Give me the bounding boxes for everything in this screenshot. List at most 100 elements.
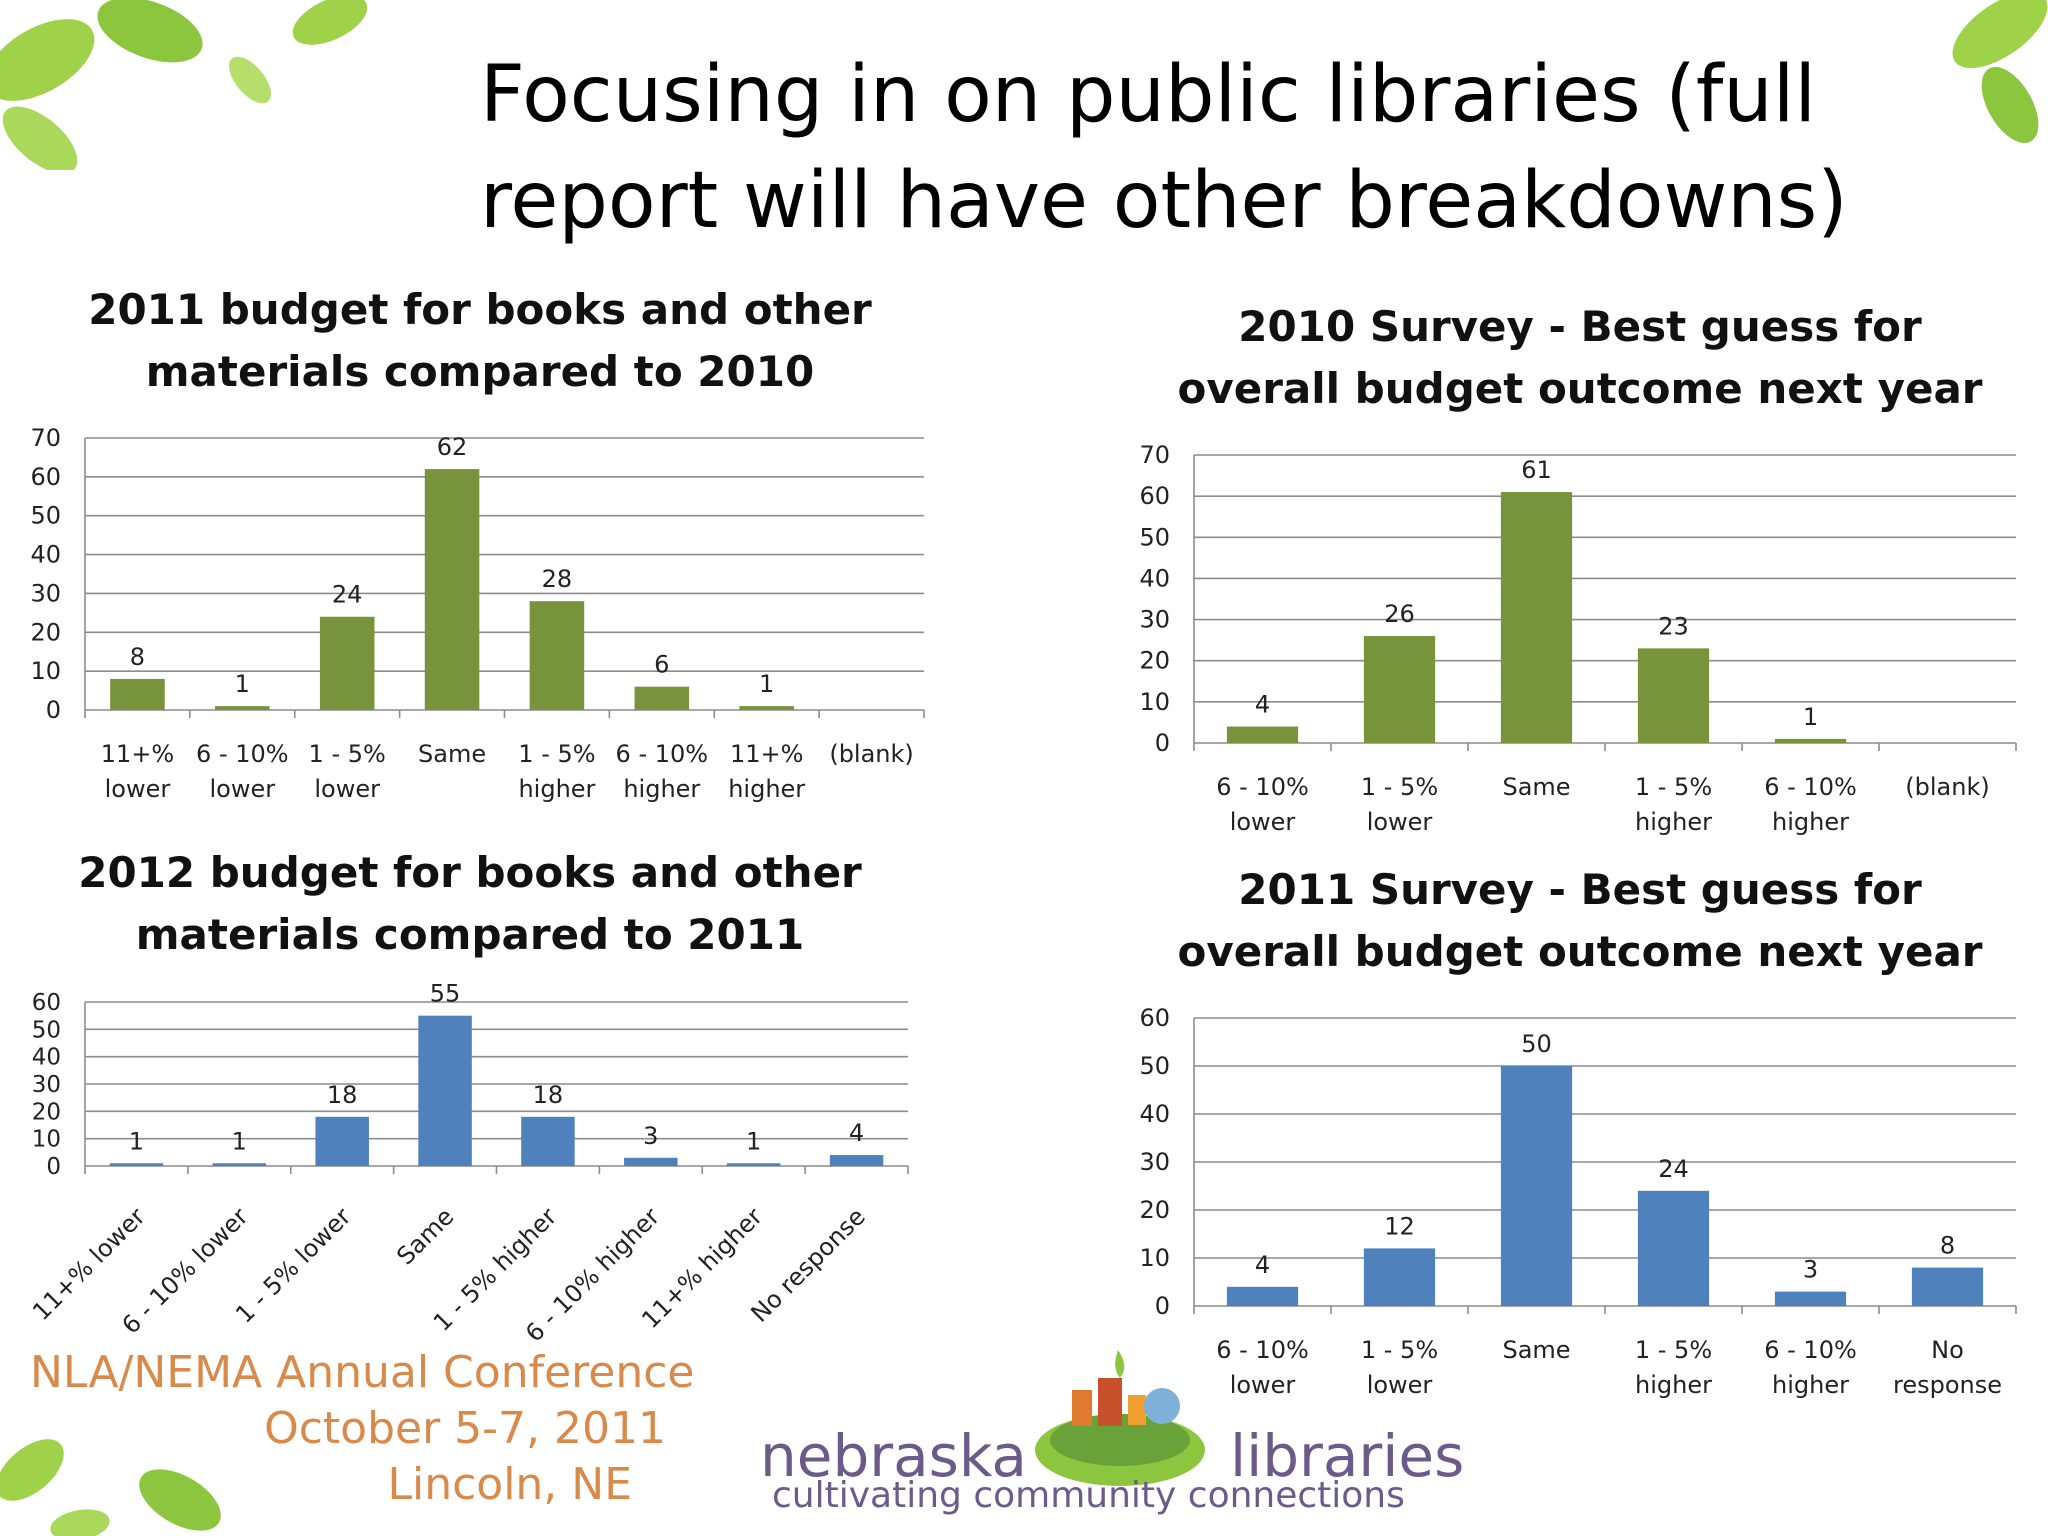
x-tick-label: 11+%	[730, 740, 803, 768]
x-tick-label: 6 - 10%	[1216, 1336, 1309, 1364]
y-tick-label: 70	[30, 424, 61, 452]
data-label: 24	[1658, 1155, 1689, 1183]
x-tick-label: 6 - 10%	[1764, 1336, 1857, 1364]
x-tick-label: 1 - 5%	[1635, 773, 1712, 801]
data-label: 55	[430, 980, 461, 1008]
x-tick-label: 6 - 10%	[1216, 773, 1309, 801]
y-tick-label: 20	[1139, 1196, 1170, 1224]
data-label: 1	[129, 1127, 144, 1155]
data-label: 18	[327, 1081, 358, 1109]
y-tick-label: 50	[1139, 523, 1170, 551]
nebraska-libraries-logo: nebraska libraries cultivating community…	[760, 1340, 1464, 1530]
chart-title-line-1: 2012 budget for books and other	[78, 848, 862, 897]
bar	[1226, 1286, 1299, 1306]
bar	[521, 1116, 575, 1166]
y-tick-label: 60	[1139, 482, 1170, 510]
x-tick-label: response	[1893, 1371, 2002, 1399]
x-tick-label: higher	[1635, 808, 1712, 836]
data-label: 62	[437, 433, 468, 461]
x-tick-label: lower	[1367, 808, 1433, 836]
y-tick-label: 30	[30, 579, 61, 607]
y-tick-label: 10	[1139, 1244, 1170, 1272]
y-tick-label: 40	[32, 1045, 61, 1071]
bar	[319, 616, 375, 710]
y-tick-label: 40	[1139, 564, 1170, 592]
slide-title-line-2: report will have other breakdowns)	[480, 156, 1848, 246]
bar	[1363, 636, 1436, 743]
chart-title-line-1: 2011 budget for books and other	[88, 285, 872, 334]
bar	[1226, 726, 1299, 743]
data-label: 26	[1384, 600, 1415, 628]
y-tick-label: 60	[1139, 1004, 1170, 1032]
data-label: 1	[746, 1127, 761, 1155]
y-tick-label: 10	[1139, 688, 1170, 716]
y-tick-label: 30	[1139, 1148, 1170, 1176]
chart-title-line-1: 2010 Survey - Best guess for	[1238, 302, 1922, 351]
bar	[829, 1155, 884, 1166]
y-tick-label: 60	[32, 990, 61, 1016]
bar	[215, 706, 270, 710]
x-tick-label: Same	[1502, 1336, 1570, 1364]
y-tick-label: 10	[32, 1127, 61, 1153]
y-tick-label: 0	[46, 696, 61, 724]
x-tick-label: 1 - 5%	[309, 740, 386, 768]
x-tick-label: higher	[1772, 1371, 1849, 1399]
y-tick-label: 30	[1139, 606, 1170, 634]
data-label: 23	[1658, 612, 1689, 640]
x-tick-label: (blank)	[1905, 773, 1989, 801]
chart-title-line-2: materials compared to 2011	[135, 910, 805, 959]
x-tick-label: lower	[105, 775, 171, 803]
x-tick-label: Same	[1502, 773, 1570, 801]
bar	[634, 686, 690, 710]
data-label: 24	[332, 581, 363, 609]
x-tick-label: higher	[518, 775, 595, 803]
bar	[109, 1163, 164, 1166]
globe-community-icon	[1035, 1350, 1205, 1486]
data-label: 3	[1803, 1256, 1818, 1284]
bar	[315, 1116, 369, 1166]
logo-tagline: cultivating community connections	[772, 1475, 1405, 1516]
data-label: 61	[1521, 456, 1552, 484]
bar	[110, 678, 165, 710]
bar	[1911, 1267, 1984, 1306]
y-tick-label: 0	[1155, 1292, 1170, 1320]
leaf-decoration-top-right-icon	[1952, 0, 2048, 143]
y-tick-label: 50	[1139, 1052, 1170, 1080]
data-label: 8	[1940, 1232, 1955, 1260]
bar	[1500, 492, 1573, 743]
x-tick-label: lower	[314, 775, 380, 803]
y-tick-label: 60	[30, 463, 61, 491]
x-tick-label: 6 - 10%	[616, 740, 709, 768]
y-tick-label: 70	[1139, 441, 1170, 469]
chart-title-line-2: overall budget outcome next year	[1177, 927, 1983, 976]
leaf-decoration-bottom-left-icon	[0, 1439, 221, 1536]
bar	[1500, 1066, 1573, 1306]
x-tick-label: No	[1931, 1336, 1964, 1364]
bar	[1637, 648, 1710, 743]
conference-info: NLA/NEMA Annual Conference October 5-7, …	[30, 1345, 695, 1513]
x-tick-label: higher	[1635, 1371, 1712, 1399]
y-tick-label: 20	[30, 618, 61, 646]
chart-title-2012-materials: 2012 budget for books and other material…	[50, 842, 890, 966]
chart-title-line-1: 2011 Survey - Best guess for	[1238, 865, 1922, 914]
bar	[624, 1157, 678, 1166]
data-label: 3	[643, 1122, 658, 1150]
bar	[1774, 1291, 1847, 1306]
data-label: 1	[232, 1127, 247, 1155]
data-label: 18	[533, 1081, 564, 1109]
bar	[424, 469, 480, 710]
y-tick-label: 50	[32, 1017, 61, 1043]
data-label: 4	[849, 1119, 864, 1147]
x-tick-label: Same	[418, 740, 486, 768]
y-tick-label: 20	[1139, 647, 1170, 675]
x-tick-label: lower	[210, 775, 276, 803]
conference-name: NLA/NEMA Annual Conference	[30, 1347, 695, 1398]
y-tick-label: 0	[1155, 729, 1170, 757]
chart-title-line-2: overall budget outcome next year	[1177, 364, 1983, 413]
bar	[739, 706, 794, 710]
bar	[418, 1015, 472, 1166]
logo-word-libraries: libraries	[1230, 1422, 1465, 1490]
